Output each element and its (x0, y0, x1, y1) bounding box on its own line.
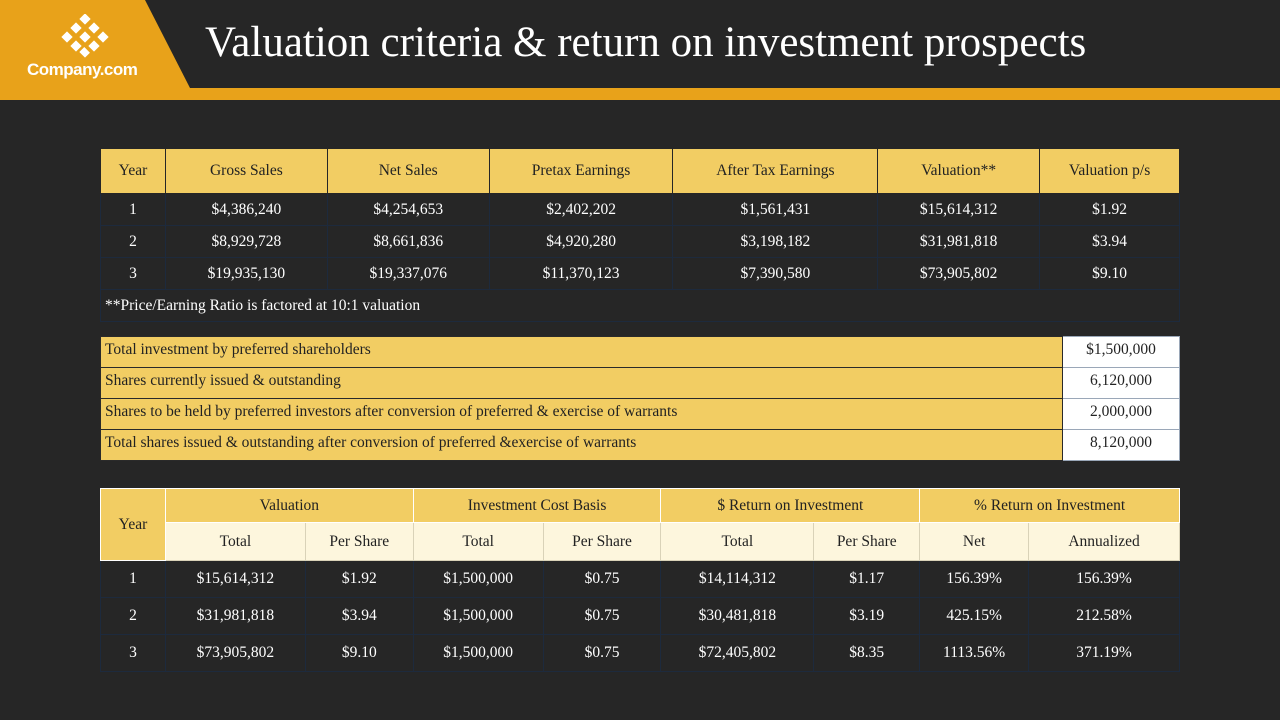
subheader-per-share: Per Share (813, 522, 921, 561)
table-cell: $15,614,312 (877, 193, 1041, 226)
header-dollar-return: $ Return on Investment (660, 488, 921, 523)
table-cell: 212.58% (1028, 597, 1180, 635)
table-cell: $1,500,000 (412, 634, 544, 672)
shares-label: Total investment by preferred shareholde… (100, 336, 1063, 368)
table-cell: $0.75 (542, 560, 662, 598)
footnote: **Price/Earning Ratio is factored at 10:… (100, 289, 1180, 322)
table-row: Shares currently issued & outstanding 6,… (100, 367, 1180, 399)
table-cell: $1.17 (813, 560, 921, 598)
returns-table: Year Valuation Investment Cost Basis $ R… (100, 488, 1180, 672)
table-row: 3 $19,935,130 $19,337,076 $11,370,123 $7… (100, 257, 1180, 290)
table-row: 1 $15,614,312 $1.92 $1,500,000 $0.75 $14… (100, 560, 1180, 598)
subheader-total: Total (412, 522, 544, 561)
table-cell: $19,337,076 (326, 257, 490, 290)
shares-value: 2,000,000 (1062, 398, 1180, 430)
header-investment-cost-basis: Investment Cost Basis (412, 488, 662, 523)
table-cell: 2 (100, 225, 166, 258)
table-cell: $19,935,130 (164, 257, 328, 290)
shares-value: $1,500,000 (1062, 336, 1180, 368)
projections-table: Year Gross Sales Net Sales Pretax Earnin… (100, 148, 1180, 322)
table-cell: $14,114,312 (660, 560, 815, 598)
table-cell: $11,370,123 (488, 257, 674, 290)
diamond-lattice-icon (61, 14, 109, 58)
table-cell: 156.39% (1028, 560, 1180, 598)
table-row: Total investment by preferred shareholde… (100, 336, 1180, 368)
table-cell: $30,481,818 (660, 597, 815, 635)
brand-name: Company.com (27, 60, 138, 79)
table-row: 2 $31,981,818 $3.94 $1,500,000 $0.75 $30… (100, 597, 1180, 635)
table-row: Shares to be held by preferred investors… (100, 398, 1180, 430)
table-cell: $8.35 (813, 634, 921, 672)
table-cell: 156.39% (919, 560, 1030, 598)
table-cell: $1,561,431 (672, 193, 879, 226)
shares-table: Total investment by preferred shareholde… (100, 336, 1180, 461)
table-cell: $8,661,836 (326, 225, 490, 258)
table-cell: 1 (100, 560, 166, 598)
table-cell: $3.94 (304, 597, 414, 635)
shares-label: Shares to be held by preferred investors… (100, 398, 1063, 430)
table-cell: $8,929,728 (164, 225, 328, 258)
header-year: Year (100, 148, 166, 194)
header-pretax-earnings: Pretax Earnings (488, 148, 674, 194)
table-cell: $2,402,202 (488, 193, 674, 226)
table-cell: $31,981,818 (877, 225, 1041, 258)
table-cell: 425.15% (919, 597, 1030, 635)
table-cell: $0.75 (542, 634, 662, 672)
header-valuation: Valuation** (877, 148, 1041, 194)
header-after-tax-earnings: After Tax Earnings (672, 148, 879, 194)
table-cell: $72,405,802 (660, 634, 815, 672)
table-cell: 2 (100, 597, 166, 635)
table-cell: 3 (100, 257, 166, 290)
shares-label: Total shares issued & outstanding after … (100, 429, 1063, 461)
table-cell: $73,905,802 (164, 634, 306, 672)
header-net-sales: Net Sales (326, 148, 490, 194)
table-cell: $3,198,182 (672, 225, 879, 258)
table-cell: $4,386,240 (164, 193, 328, 226)
table-row: 2 $8,929,728 $8,661,836 $4,920,280 $3,19… (100, 225, 1180, 258)
header-band (0, 88, 1280, 100)
table-row: Total shares issued & outstanding after … (100, 429, 1180, 461)
table-cell: $3.19 (813, 597, 921, 635)
table-cell: $0.75 (542, 597, 662, 635)
table-row: 3 $73,905,802 $9.10 $1,500,000 $0.75 $72… (100, 634, 1180, 672)
subheader-annualized: Annualized (1028, 522, 1180, 561)
shares-value: 8,120,000 (1062, 429, 1180, 461)
table-cell: $1.92 (304, 560, 414, 598)
table-cell: $1,500,000 (412, 597, 544, 635)
table-cell: 1 (100, 193, 166, 226)
header-year: Year (100, 488, 166, 561)
table-cell: $31,981,818 (164, 597, 306, 635)
shares-label: Shares currently issued & outstanding (100, 367, 1063, 399)
subheader-net: Net (919, 522, 1030, 561)
table-cell: $9.10 (1039, 257, 1180, 290)
header-valuation-ps: Valuation p/s (1039, 148, 1180, 194)
table-cell: $1.92 (1039, 193, 1180, 226)
table-cell: $4,254,653 (326, 193, 490, 226)
subheader-per-share: Per Share (542, 522, 662, 561)
table-cell: $15,614,312 (164, 560, 306, 598)
table-cell: $4,920,280 (488, 225, 674, 258)
table-cell: $9.10 (304, 634, 414, 672)
table-cell: $73,905,802 (877, 257, 1041, 290)
shares-value: 6,120,000 (1062, 367, 1180, 399)
table-cell: $1,500,000 (412, 560, 544, 598)
subheader-per-share: Per Share (304, 522, 414, 561)
table-cell: 3 (100, 634, 166, 672)
table-row: 1 $4,386,240 $4,254,653 $2,402,202 $1,56… (100, 193, 1180, 226)
header-percent-return: % Return on Investment (919, 488, 1180, 523)
page-title: Valuation criteria & return on investmen… (205, 19, 1087, 66)
subheader-total: Total (164, 522, 306, 561)
table-cell: 371.19% (1028, 634, 1180, 672)
header-gross-sales: Gross Sales (164, 148, 328, 194)
header-valuation: Valuation (164, 488, 414, 523)
table-cell: 1113.56% (919, 634, 1030, 672)
table-cell: $3.94 (1039, 225, 1180, 258)
table-cell: $7,390,580 (672, 257, 879, 290)
subheader-total: Total (660, 522, 815, 561)
